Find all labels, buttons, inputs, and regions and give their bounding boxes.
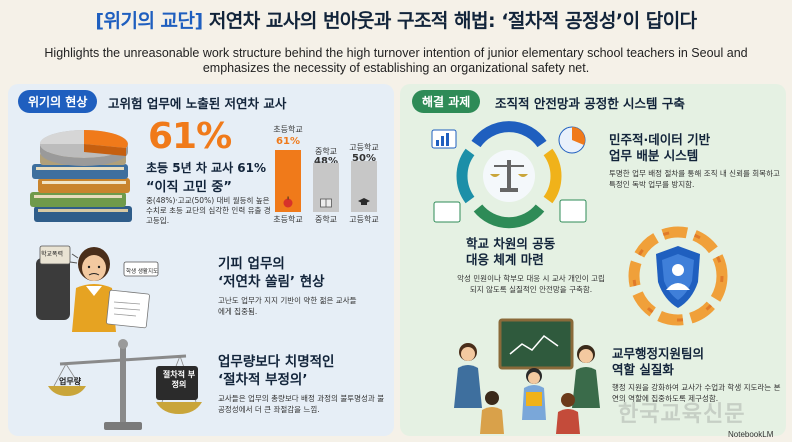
bar-value: 48%	[314, 156, 338, 167]
books-pie-illustration	[30, 130, 132, 222]
book-icon	[320, 198, 332, 208]
solution-heading: 조직적 안전망과 공정한 시스템 구축	[495, 96, 685, 111]
solution-pill: 해결 과제	[412, 90, 481, 113]
stat-big-percent: 61%	[148, 116, 232, 157]
item2-title-1: 기피 업무의	[218, 256, 285, 272]
solution2-title-1: 학교 차원의 공동	[466, 236, 556, 251]
bar-top-label: 초등학교	[273, 125, 303, 134]
bar-value: 61%	[276, 136, 300, 147]
student-guidance-paper: 학생 생활지도	[126, 269, 159, 275]
crisis-pill: 위기의 현상	[18, 90, 98, 113]
page-subtitle: Highlights the unreasonable work structu…	[44, 46, 748, 75]
solution2-title-2: 대응 체계 마련	[466, 252, 544, 267]
bar-category: 초등학교	[273, 215, 303, 224]
stat-quote: “이직 고민 중”	[146, 180, 232, 195]
solution2-description: 악성 민원이나 학부모 대응 시 교사 개인이 고립되지 않도록 실질적인 안전…	[457, 274, 605, 294]
solution1-title-2: 업무 배분 시스템	[609, 148, 699, 163]
apple-icon	[283, 196, 293, 208]
shield-hands-illustration	[628, 226, 728, 326]
title-tag: [위기의 교단]	[95, 10, 203, 32]
notebooklm-credit: NotebookLM	[728, 430, 774, 439]
stressed-teacher-illustration	[36, 245, 159, 332]
team-meeting-illustration	[454, 318, 600, 434]
school-violence-sign: 학교폭력	[41, 251, 64, 258]
item2-title-2: ‘저연차 쏠림’ 현상	[218, 274, 325, 290]
solution1-title-1: 민주적·데이터 기반	[609, 132, 711, 147]
scale-right-label: 절차적 부정의	[162, 370, 196, 389]
crisis-heading: 고위험 업무에 노출된 저연차 교사	[108, 96, 287, 111]
graduation-cap-icon	[358, 198, 370, 205]
data-cycle-scale-illustration	[431, 121, 587, 229]
bar-category: 중학교	[314, 215, 338, 224]
solution3-title-2: 역할 실질화	[612, 362, 674, 377]
bar-top-label: 고등학교	[349, 143, 379, 152]
bar-value: 50%	[352, 153, 376, 164]
scale-left-label: 업무량	[59, 377, 82, 386]
stat-line: 초등 5년 차 교사 61%	[146, 161, 267, 175]
solution1-description: 투명한 업무 배정 절차를 통해 조직 내 신뢰를 회복하고 특정인 독박 업무…	[609, 169, 780, 189]
item3-title-1: 업무량보다 치명적인	[218, 354, 335, 370]
turnover-mini-chart: 초등학교 61% 초등학교 중학교 48% 중학교 고등학교 50% 고등학교	[268, 116, 388, 232]
publisher-watermark: 한국교육신문	[618, 402, 746, 427]
title-main: 저연차 교사의 번아웃과 구조적 해법: ‘절차적 공정성’이 답이다	[208, 10, 697, 32]
balance-scale-illustration	[48, 339, 202, 430]
item2-description: 고난도 업무가 지지 기반이 약한 젊은 교사들에게 집중됨.	[218, 296, 357, 316]
item3-title-2: ‘절차적 부정의’	[218, 372, 308, 388]
item3-description: 교사들은 업무의 총량보다 배정 과정의 불투명성과 불공정성에서 더 큰 좌절…	[218, 394, 385, 414]
bar-top-label: 중학교	[314, 147, 338, 156]
solution3-title-1: 교무행정지원팀의	[612, 346, 705, 361]
solution3-description: 행정 지원을 강화하여 교사가 수업과 학생 지도라는 본연의 역할에 집중하도…	[612, 383, 781, 403]
bar-category: 고등학교	[349, 215, 379, 224]
stat-description: 중(48%)·고교(50%) 대비 월등히 높은 수치로 초등 교단의 심각한 …	[146, 196, 271, 225]
page-title: [위기의 교단] 저연차 교사의 번아웃과 구조적 해법: ‘절차적 공정성’이…	[0, 6, 792, 33]
